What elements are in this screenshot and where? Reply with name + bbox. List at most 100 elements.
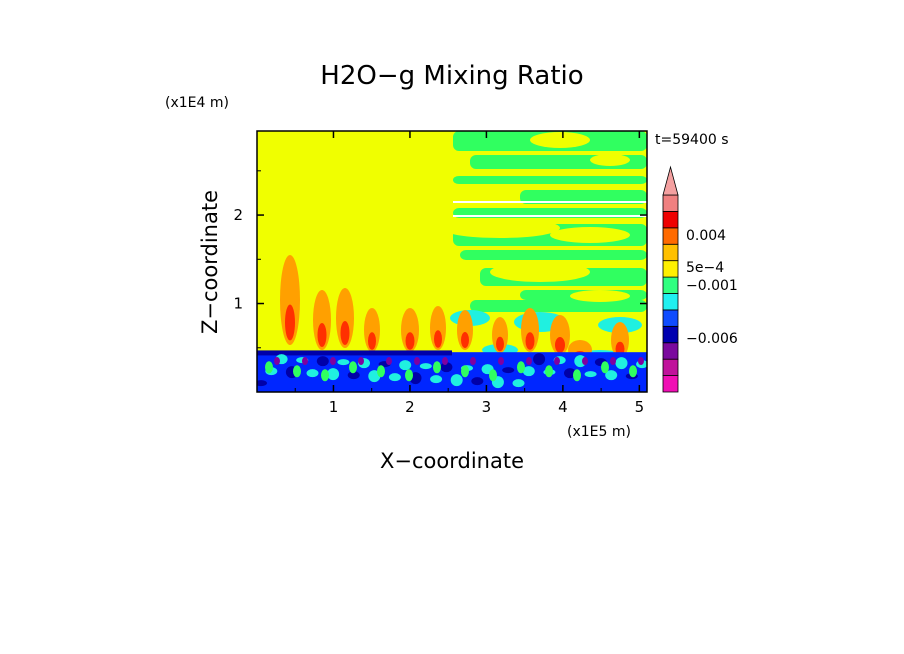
boundary-purple <box>302 357 308 366</box>
colorbar: 0.004 5e−4 −0.001 −0.006 <box>662 165 738 393</box>
boundary-purple <box>330 357 336 366</box>
plume-core <box>285 304 295 341</box>
colorbar-label: −0.001 <box>686 278 738 294</box>
colorbar-label: −0.006 <box>686 331 738 347</box>
boundary-green <box>517 361 525 374</box>
boundary-purple <box>610 357 616 366</box>
x-tick-label: 3 <box>482 398 492 416</box>
boundary-eddy <box>564 368 576 379</box>
y-scale-label: (x1E4 m) <box>165 95 229 111</box>
boundary-top <box>257 350 452 356</box>
boundary-purple <box>638 357 644 366</box>
plume-core <box>405 332 415 350</box>
boundary-eddy <box>471 377 484 386</box>
yellow-island <box>490 262 590 282</box>
boundary-green <box>349 361 357 374</box>
boundary-eddy <box>306 369 319 378</box>
boundary-eddy <box>512 379 525 388</box>
yellow-island <box>590 154 630 166</box>
colorbar-segment <box>662 375 679 393</box>
boundary-purple <box>498 357 504 366</box>
chart-title: H2O−g Mixing Ratio <box>320 61 583 91</box>
boundary-eddy <box>257 380 267 387</box>
boundary-green <box>265 361 273 374</box>
plume-core <box>496 336 504 352</box>
plume-core <box>434 330 442 348</box>
time-label: t=59400 s <box>655 132 729 148</box>
yellow-island <box>530 132 590 148</box>
green-band <box>453 176 647 184</box>
colorbar-label: 0.004 <box>686 228 726 244</box>
boundary-purple <box>554 357 560 366</box>
boundary-eddy <box>419 363 432 370</box>
colorbar-segment <box>662 309 679 327</box>
boundary-purple <box>526 357 532 366</box>
boundary-green <box>293 365 301 378</box>
boundary-eddy <box>316 356 329 367</box>
boundary-eddy <box>430 375 443 384</box>
colorbar-segment <box>662 358 679 376</box>
boundary-eddy <box>388 373 401 382</box>
boundary-eddy <box>440 362 453 373</box>
boundary-purple <box>582 357 588 366</box>
x-tick-label: 2 <box>405 398 415 416</box>
boundary-green <box>629 365 637 378</box>
boundary-eddy <box>399 360 412 371</box>
plume-core <box>317 323 327 347</box>
boundary-green <box>405 369 413 382</box>
colorbar-cap <box>662 165 679 196</box>
boundary-eddy <box>327 368 340 381</box>
streak <box>453 215 647 217</box>
plume-core <box>340 321 350 345</box>
boundary-green <box>433 361 441 374</box>
plume-core <box>525 332 535 350</box>
colorbar-segment <box>662 342 679 360</box>
plume-core <box>461 332 469 348</box>
colorbar-segment <box>662 243 679 262</box>
green-band <box>470 300 647 312</box>
boundary-green <box>321 369 329 382</box>
boundary-eddy <box>533 353 546 366</box>
boundary-green <box>489 369 497 382</box>
boundary-eddy <box>522 366 535 377</box>
colorbar-segment <box>662 260 679 278</box>
boundary-eddy <box>584 371 597 378</box>
boundary-eddy <box>615 357 628 370</box>
boundary-purple <box>414 357 420 366</box>
x-tick-label: 1 <box>329 398 339 416</box>
plot-frame <box>256 130 648 393</box>
colorbar-label: 5e−4 <box>686 260 724 276</box>
yellow-island <box>570 290 630 302</box>
plume-core <box>368 332 376 350</box>
yellow-island <box>550 227 630 243</box>
x-scale-label: (x1E5 m) <box>567 424 631 440</box>
green-band <box>520 190 647 204</box>
colorbar-segment <box>662 276 679 294</box>
y-tick-label: 1 <box>233 295 243 313</box>
boundary-green <box>377 365 385 378</box>
boundary-green <box>573 369 581 382</box>
colorbar-segment <box>662 325 679 344</box>
streak <box>453 201 647 203</box>
colorbar-segment <box>662 227 679 245</box>
boundary-green <box>461 365 469 378</box>
boundary-eddy <box>337 359 350 366</box>
boundary-eddy <box>605 370 618 381</box>
x-axis-label: X−coordinate <box>380 449 524 473</box>
y-tick-label: 2 <box>233 206 243 224</box>
boundary-purple <box>386 357 392 366</box>
colorbar-segment <box>662 211 679 229</box>
boundary-green <box>601 361 609 374</box>
boundary-eddy <box>502 367 515 374</box>
heatmap-field <box>257 131 647 392</box>
x-tick-label: 4 <box>558 398 568 416</box>
y-axis: 12 <box>233 170 647 349</box>
yellow-island <box>440 218 560 238</box>
plume-core <box>555 337 565 353</box>
boundary-purple <box>358 357 364 366</box>
boundary-eddy <box>347 371 360 380</box>
boundary-eddy <box>450 374 463 387</box>
y-axis-label: Z−coordinate <box>198 190 222 334</box>
x-axis: 1 2 3 4 5 <box>294 131 644 416</box>
